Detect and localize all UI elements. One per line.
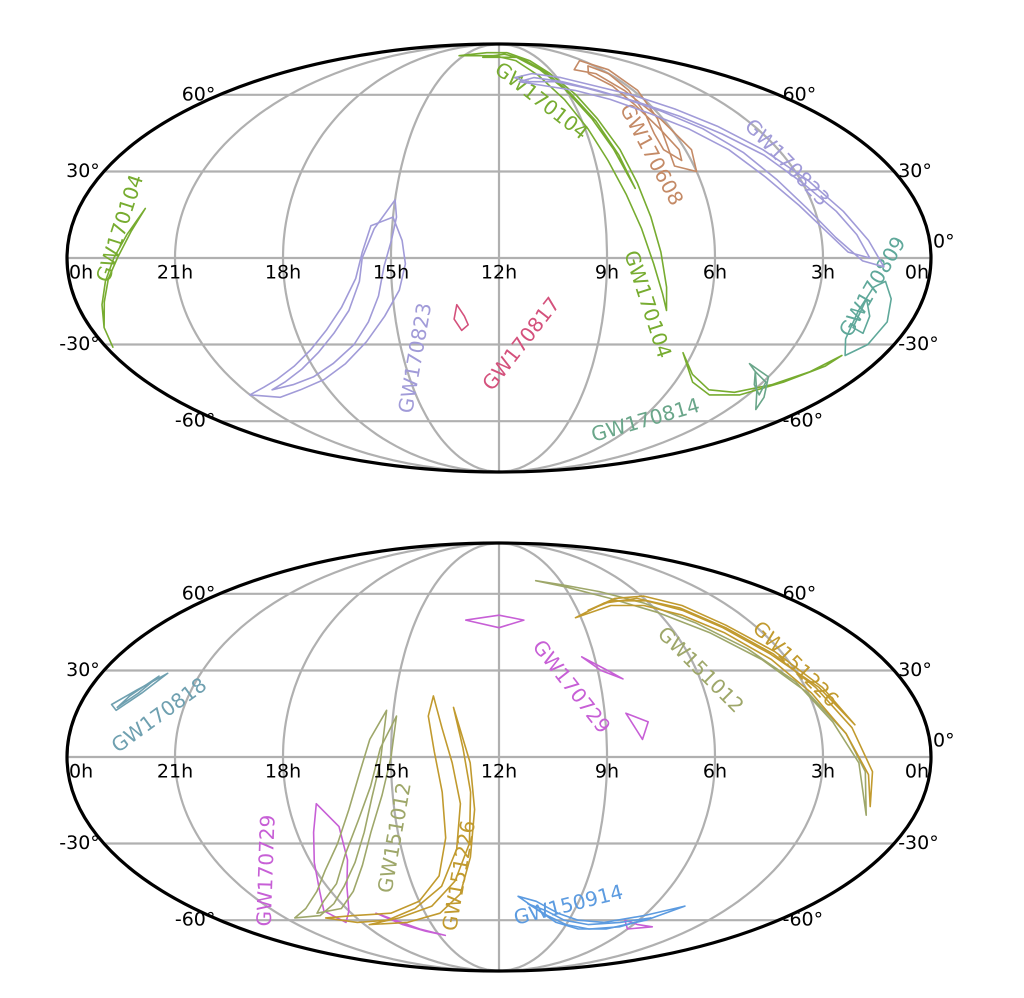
credible-contour [458, 51, 668, 312]
credible-contour [852, 298, 871, 335]
dec-tick-label-left: -30° [59, 832, 100, 854]
ra-tick-label: 0h [905, 262, 929, 284]
grid-meridian [498, 541, 609, 973]
credible-contour [580, 656, 624, 680]
credible-contour [312, 802, 350, 924]
ra-tick-label: 12h [481, 761, 517, 783]
dec-tick-label-right: -30° [898, 832, 939, 854]
credible-contour [587, 595, 856, 726]
credible-contour [316, 715, 398, 914]
dec-tick-label-left: 30° [66, 659, 100, 681]
dec-tick-label-left: 60° [182, 582, 216, 604]
dec-tick-label-left: -30° [59, 333, 100, 355]
credible-contour [482, 53, 636, 190]
dec-tick-label-left: -60° [175, 909, 216, 931]
credible-contour [844, 280, 892, 357]
ra-tick-label: 18h [265, 262, 301, 284]
credible-contour [748, 362, 770, 411]
credible-contour [324, 695, 462, 924]
credible-contour [110, 672, 169, 712]
dec-tick-label-right: -60° [783, 909, 824, 931]
credible-contour [517, 895, 686, 930]
credible-contour [625, 712, 649, 741]
credible-contour [453, 303, 469, 332]
credible-contour [587, 65, 683, 162]
ra-tick-label: 0h [905, 761, 929, 783]
credible-contour [574, 597, 874, 808]
grid-meridian [173, 541, 500, 973]
ra-tick-label: 3h [811, 262, 835, 284]
event-label: GW151226 [748, 616, 844, 712]
event-label: GW170729 [252, 814, 280, 926]
credible-contour [465, 614, 525, 629]
ra-tick-label: 9h [595, 262, 619, 284]
ra-tick-label: 21h [157, 761, 193, 783]
ra-tick-label: 0h [69, 262, 93, 284]
ra-tick-label: 9h [595, 761, 619, 783]
grid-meridian [173, 42, 500, 474]
dec-tick-label-left: 30° [66, 160, 100, 182]
event-gw150914: GW150914 [511, 879, 686, 930]
dec-tick-label-left: -60° [175, 410, 216, 432]
event-gw170818: GW170818 [107, 672, 211, 757]
credible-contour [753, 370, 767, 396]
event-label: GW170818 [107, 672, 211, 757]
credible-contour [368, 706, 476, 926]
credible-contour [271, 199, 398, 391]
dec-tick-label-right: 0° [933, 730, 955, 752]
grid-meridian [389, 42, 500, 474]
event-label: GW170104 [91, 171, 148, 285]
ra-tick-label: 12h [481, 262, 517, 284]
dec-tick-label-right: 60° [783, 83, 817, 105]
grid-meridian [498, 42, 609, 474]
event-label: GW170729 [528, 635, 616, 738]
credible-contour [513, 72, 885, 268]
ra-tick-label: 15h [373, 761, 409, 783]
credible-contour [249, 216, 407, 399]
map-boundary [65, 42, 933, 474]
grid-meridian [281, 541, 500, 973]
map-boundary [65, 541, 933, 973]
credible-contour [534, 579, 867, 816]
ra-tick-label: 0h [69, 761, 93, 783]
grid-meridian [498, 541, 825, 973]
ra-tick-label: 6h [703, 262, 727, 284]
dec-tick-label-right: 0° [933, 231, 955, 253]
dec-tick-label-left: 60° [182, 83, 216, 105]
dec-tick-label-right: 30° [898, 659, 932, 681]
credible-contour [518, 76, 871, 259]
grid-meridian [498, 42, 825, 474]
dec-tick-label-right: 60° [783, 582, 817, 604]
ra-tick-label: 21h [157, 262, 193, 284]
ra-tick-label: 18h [265, 761, 301, 783]
dec-tick-label-right: -30° [898, 333, 939, 355]
ra-tick-label: 15h [373, 262, 409, 284]
credible-contour [682, 351, 843, 396]
credible-contour [294, 709, 388, 919]
skymap-panel-1: GW170104GW170104GW170104GW170608GW170814… [59, 42, 955, 474]
event-label: GW170823 [393, 301, 436, 415]
ra-tick-label: 3h [811, 761, 835, 783]
dec-tick-label-right: 30° [898, 160, 932, 182]
credible-contour [573, 59, 698, 173]
ra-tick-label: 6h [703, 761, 727, 783]
credible-contour [527, 902, 652, 930]
grid-meridian [281, 42, 500, 474]
event-label: GW170814 [588, 393, 702, 447]
grid-meridian [498, 42, 717, 474]
event-label: GW151226 [437, 819, 480, 933]
skymap-panel-2: GW170818 GW170729GW170729GW151012GW151012… [59, 541, 955, 973]
credible-contour [101, 207, 147, 348]
dec-tick-label-right: -60° [783, 410, 824, 432]
